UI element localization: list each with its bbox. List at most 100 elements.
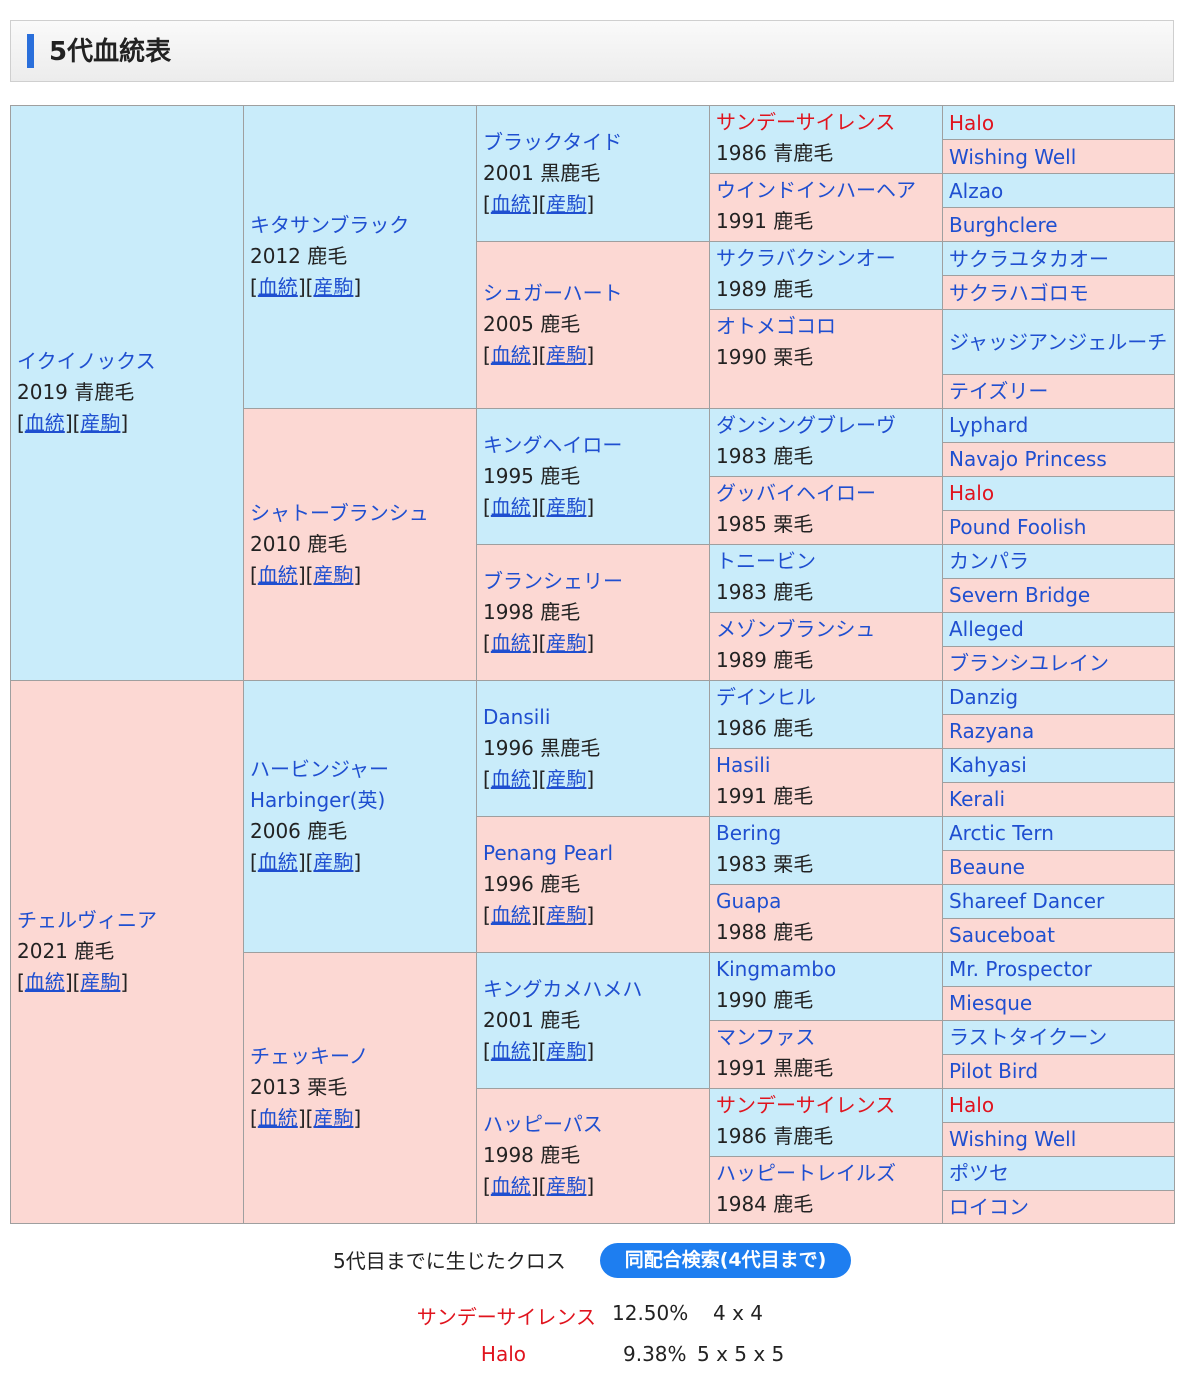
horse-name-link[interactable]: Pound Foolish	[949, 515, 1087, 540]
horse-name-link[interactable]: キングヘイロー	[483, 432, 623, 457]
horse-name-link[interactable]: Navajo Princess	[949, 447, 1107, 472]
offspring-link[interactable]: 産駒	[546, 1038, 587, 1063]
offspring-link[interactable]: 産駒	[80, 411, 121, 436]
pedigree-link[interactable]: 血統	[490, 766, 531, 791]
horse-birth-color: 2021 鹿毛	[17, 939, 115, 964]
horse-name-link[interactable]: ダンシングブレーヴ	[716, 412, 896, 437]
pedigree-link[interactable]: 血統	[490, 902, 531, 927]
horse-name-link[interactable]: オトメゴコロ	[716, 314, 836, 339]
horse-name-link[interactable]: Beaune	[949, 855, 1025, 880]
offspring-link[interactable]: 産駒	[546, 1174, 587, 1199]
horse-name-link[interactable]: Wishing Well	[949, 144, 1077, 169]
pedigree-link[interactable]: 血統	[257, 562, 298, 587]
horse-name-link[interactable]: Kahyasi	[949, 753, 1027, 778]
horse-name-link[interactable]: Hasili	[716, 752, 771, 777]
pedigree-link[interactable]: 血統	[24, 970, 65, 995]
horse-name-link[interactable]: キタサンブラック	[250, 213, 410, 238]
horse-name-link[interactable]: ポツセ	[949, 1161, 1009, 1186]
pedigree-link[interactable]: 血統	[490, 1038, 531, 1063]
horse-name-link[interactable]: ブランシェリー	[483, 568, 623, 593]
horse-name-link[interactable]: Danzig	[949, 685, 1019, 710]
pedigree-link[interactable]: 血統	[490, 494, 531, 519]
horse-name-link[interactable]: Razyana	[949, 719, 1035, 744]
horse-name-link[interactable]: トニービン	[716, 548, 816, 573]
offspring-link[interactable]: 産駒	[546, 192, 587, 217]
horse-name-link[interactable]: サクラユタカオー	[949, 246, 1109, 271]
cross-horse-name[interactable]: Halo	[480, 1342, 526, 1366]
horse-name-link[interactable]: ハッピートレイルズ	[716, 1160, 896, 1185]
horse-birth-color: 1989 鹿毛	[716, 277, 814, 302]
horse-name-link[interactable]: Bering	[716, 820, 782, 845]
horse-name-link[interactable]: ラストタイクーン	[949, 1025, 1108, 1050]
pedigree-link[interactable]: 血統	[257, 1106, 298, 1131]
horse-name-link[interactable]: Dansili	[483, 704, 551, 729]
horse-name-link[interactable]: Halo	[949, 110, 995, 135]
offspring-link[interactable]: 産駒	[313, 562, 354, 587]
horse-name-link[interactable]: サンデーサイレンス	[716, 1092, 896, 1117]
horse-name-link[interactable]: ハービンジャー	[250, 757, 389, 782]
offspring-link[interactable]: 産駒	[546, 494, 587, 519]
pedigree-link[interactable]: 血統	[257, 275, 298, 300]
horse-name-link[interactable]: ロイコン	[949, 1194, 1029, 1219]
offspring-link[interactable]: 産駒	[546, 630, 587, 655]
horse-name-link[interactable]: サンデーサイレンス	[716, 110, 896, 134]
horse-name-link[interactable]: キングカメハメハ	[483, 976, 643, 1001]
horse-name-link[interactable]: Alleged	[949, 617, 1024, 642]
pedigree-link[interactable]: 血統	[490, 343, 531, 368]
horse-name-link[interactable]: Lyphard	[949, 413, 1029, 438]
horse-name-link[interactable]: Penang Pearl	[483, 840, 613, 865]
horse-name-link[interactable]: チェッキーノ	[250, 1044, 369, 1069]
offspring-link[interactable]: 産駒	[313, 275, 354, 300]
horse-name-link[interactable]: Shareef Dancer	[949, 889, 1105, 914]
horse-name-link[interactable]: Sauceboat	[949, 923, 1055, 948]
pedigree-link[interactable]: 血統	[490, 630, 531, 655]
offspring-link[interactable]: 産駒	[546, 343, 587, 368]
horse-name-link[interactable]: ブラックタイド	[483, 130, 623, 155]
horse-name-link[interactable]: Halo	[949, 481, 995, 506]
horse-name-link[interactable]: ブランシユレイン	[949, 651, 1109, 676]
horse-name-link[interactable]: Burghclere	[949, 212, 1058, 237]
horse-name-link[interactable]: Alzao	[949, 178, 1004, 203]
pedigree-cell-gen5-5: サクラユタカオー	[942, 241, 1175, 277]
cross-pattern: 5 x 5 x 5	[697, 1342, 785, 1366]
horse-name-link[interactable]: Kerali	[949, 787, 1006, 812]
horse-name-link[interactable]: Severn Bridge	[949, 583, 1091, 608]
offspring-link[interactable]: 産駒	[80, 970, 121, 995]
pedigree-link[interactable]: 血統	[257, 850, 298, 875]
horse-name-link[interactable]: サクラハゴロモ	[949, 280, 1089, 305]
horse-name-en-link[interactable]: Harbinger(英)	[250, 788, 386, 813]
horse-name-link[interactable]: カンパラ	[949, 549, 1029, 574]
horse-name-link[interactable]: マンファス	[716, 1024, 816, 1049]
horse-name-link[interactable]: チェルヴィニア	[17, 908, 157, 933]
offspring-link[interactable]: 産駒	[313, 850, 354, 875]
horse-birth-color: 2005 鹿毛	[483, 312, 581, 337]
pedigree-cell-gen4-16: ハッピートレイルズ 1984 鹿毛	[709, 1155, 943, 1224]
horse-name-link[interactable]: Arctic Tern	[949, 821, 1054, 846]
horse-name-link[interactable]: Miesque	[949, 991, 1033, 1016]
horse-name-link[interactable]: デインヒル	[716, 684, 816, 709]
same-mating-search-button[interactable]: 同配合検索(4代目まで)	[600, 1243, 851, 1278]
horse-name-link[interactable]: Halo	[949, 1093, 995, 1118]
offspring-link[interactable]: 産駒	[313, 1106, 354, 1131]
horse-name-link[interactable]: Mr. Prospector	[949, 957, 1092, 982]
horse-name-link[interactable]: メゾンブランシュ	[716, 616, 876, 641]
horse-name-link[interactable]: サクラバクシンオー	[716, 246, 896, 271]
horse-name-link[interactable]: ハッピーパス	[483, 1112, 603, 1137]
offspring-link[interactable]: 産駒	[546, 902, 587, 927]
horse-name-link[interactable]: ウインドインハーヘア	[716, 178, 916, 203]
cross-horse-name[interactable]: サンデーサイレンス	[416, 1305, 596, 1329]
horse-name-link[interactable]: Wishing Well	[949, 1127, 1077, 1152]
horse-name-link[interactable]: Pilot Bird	[949, 1059, 1039, 1084]
horse-name-link[interactable]: Guapa	[716, 888, 782, 913]
horse-name-link[interactable]: テイズリー	[949, 379, 1049, 404]
horse-name-link[interactable]: Kingmambo	[716, 956, 837, 981]
horse-name-link[interactable]: ジャッジアンジェルーチ	[949, 329, 1168, 354]
pedigree-link[interactable]: 血統	[24, 411, 65, 436]
horse-name-link[interactable]: イクイノックス	[17, 349, 156, 374]
horse-name-link[interactable]: グッバイヘイロー	[716, 480, 876, 505]
horse-name-link[interactable]: シュガーハート	[483, 281, 623, 306]
offspring-link[interactable]: 産駒	[546, 766, 587, 791]
pedigree-link[interactable]: 血統	[490, 1174, 531, 1199]
horse-name-link[interactable]: シャトーブランシュ	[250, 500, 429, 525]
pedigree-link[interactable]: 血統	[490, 192, 531, 217]
